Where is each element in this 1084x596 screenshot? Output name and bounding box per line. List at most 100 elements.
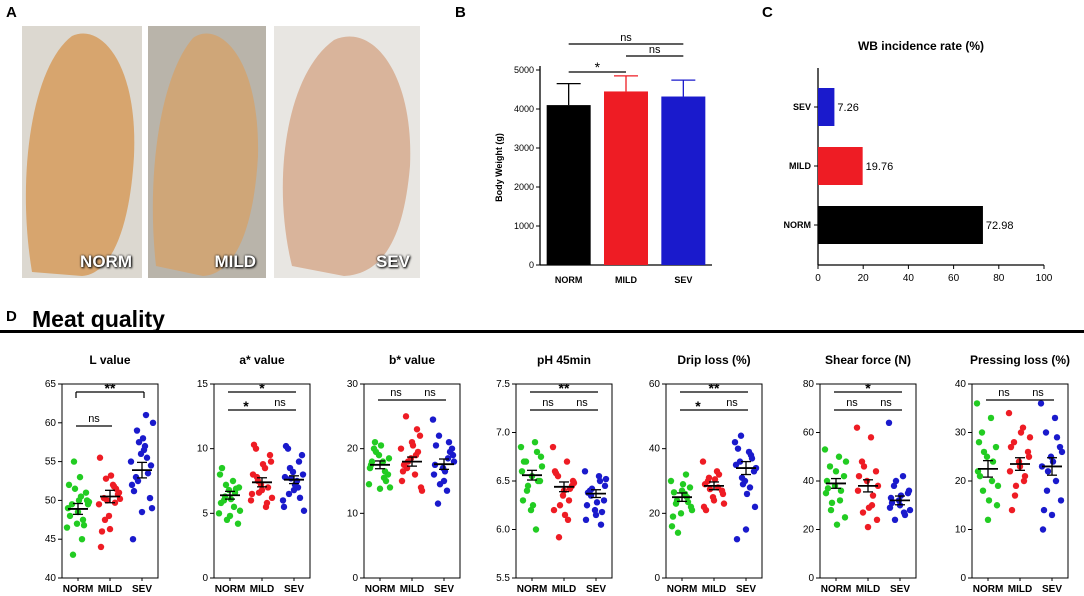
significance-label: ns: [424, 387, 436, 399]
data-point: [688, 506, 696, 514]
data-point: [836, 497, 844, 504]
data-point: [435, 432, 443, 439]
data-point: [291, 481, 299, 489]
chart-title: Shear force (N): [825, 353, 911, 367]
data-point: [365, 481, 373, 488]
data-point: [591, 506, 599, 514]
data-point: [1037, 400, 1045, 407]
x-tick-label: 20: [858, 273, 870, 284]
y-tick-label: 15: [197, 379, 209, 390]
data-point: [980, 448, 988, 456]
data-point: [282, 442, 290, 450]
data-point: [68, 501, 76, 508]
data-point: [973, 400, 981, 407]
significance-label: *: [595, 59, 601, 75]
y-tick-label: 0: [808, 573, 814, 584]
data-point: [107, 472, 115, 479]
data-point: [596, 477, 604, 485]
data-point: [268, 494, 276, 502]
data-point: [840, 472, 848, 480]
data-point: [382, 477, 390, 485]
chart-title: WB incidence rate (%): [858, 39, 984, 53]
data-point: [1044, 468, 1052, 475]
data-point: [570, 479, 578, 487]
data-point: [826, 463, 834, 470]
data-point: [602, 475, 610, 483]
data-point: [905, 487, 913, 494]
significance-label: **: [709, 380, 720, 396]
data-point: [259, 460, 267, 468]
data-point: [1007, 443, 1015, 451]
data-point: [368, 458, 376, 465]
data-point: [832, 468, 840, 475]
data-point: [561, 511, 569, 519]
x-tick-label: SEV: [674, 275, 692, 285]
data-point: [668, 523, 676, 530]
data-point: [979, 487, 987, 494]
data-point: [600, 497, 608, 504]
data-point: [1042, 429, 1050, 436]
data-point: [731, 439, 739, 446]
data-point: [1049, 458, 1057, 465]
photo-norm: NORM: [22, 26, 142, 278]
data-point: [249, 471, 257, 478]
data-point: [446, 448, 454, 456]
data-point: [140, 446, 148, 454]
data-point: [63, 524, 71, 531]
data-point: [130, 487, 138, 495]
data-point: [670, 489, 678, 496]
y-tick-label: 0: [654, 573, 660, 584]
data-point: [429, 416, 437, 423]
significance-label: ns: [274, 397, 286, 409]
data-point: [865, 504, 873, 511]
x-tick-label: NORM: [667, 584, 698, 595]
chart-title: L value: [89, 353, 130, 367]
data-point: [148, 504, 156, 512]
data-point: [381, 468, 389, 475]
data-point: [667, 477, 675, 485]
chart-title: Pressing loss (%): [970, 353, 1070, 367]
data-point: [399, 468, 407, 475]
data-point: [828, 499, 836, 507]
x-tick-label: NORM: [215, 584, 246, 595]
data-point: [1005, 409, 1013, 417]
data-point: [1053, 434, 1061, 441]
data-point: [592, 511, 600, 519]
data-point: [993, 502, 1001, 509]
y-tick-label: 10: [347, 508, 359, 519]
data-point: [95, 501, 103, 508]
data-point: [300, 507, 308, 514]
data-point: [677, 510, 685, 517]
data-point: [555, 534, 563, 541]
data-point: [549, 443, 557, 451]
data-point: [98, 528, 106, 535]
data-point: [133, 427, 141, 434]
data-point: [854, 487, 862, 494]
y-tick-label: 40: [803, 476, 815, 487]
data-point: [103, 497, 111, 504]
data-point: [989, 458, 997, 465]
y-tick-label: 20: [649, 508, 661, 519]
data-point: [705, 474, 713, 481]
data-point: [377, 442, 385, 449]
chart-title: Drip loss (%): [677, 353, 750, 367]
y-tick-label: 40: [45, 573, 57, 584]
data-point: [702, 506, 710, 514]
data-point: [1039, 526, 1047, 533]
data-point: [720, 500, 728, 507]
x-tick-label: MILD: [552, 584, 576, 595]
data-point: [552, 470, 560, 477]
data-point: [523, 487, 531, 494]
data-point: [524, 482, 532, 490]
data-point: [873, 516, 881, 523]
chart-title: pH 45min: [537, 353, 591, 367]
bar: [818, 206, 983, 244]
data-point: [66, 512, 74, 520]
data-point: [518, 468, 526, 475]
data-point: [129, 536, 137, 543]
data-point: [418, 487, 426, 494]
data-point: [295, 458, 303, 465]
chart-title: b* value: [389, 353, 435, 367]
data-point: [1051, 414, 1059, 422]
